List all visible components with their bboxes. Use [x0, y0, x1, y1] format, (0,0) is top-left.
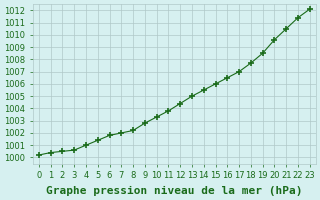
X-axis label: Graphe pression niveau de la mer (hPa): Graphe pression niveau de la mer (hPa) — [46, 186, 302, 196]
